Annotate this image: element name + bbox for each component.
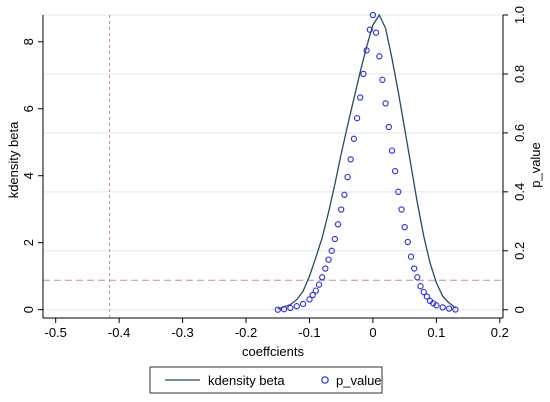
scatter-point — [306, 296, 313, 303]
y-left-tick-label: 6 — [21, 105, 36, 112]
scatter-point — [363, 47, 370, 54]
tick-labels: -0.5 -0.4 -0.3 -0.2 -0.1 0 0.1 0.2 0 2 4 6 8 0 0.2 0.4 0… — [21, 6, 527, 340]
scatter-point — [379, 76, 386, 83]
scatter-point — [341, 191, 348, 198]
scatter-point — [315, 281, 323, 288]
legend-marker-swatch — [321, 376, 329, 384]
x-tick-label: -0.2 — [235, 325, 257, 340]
scatter-point — [414, 274, 421, 281]
scatter-point — [376, 53, 383, 60]
scatter-point — [338, 206, 345, 213]
scatter-point — [372, 29, 380, 36]
scatter-point — [423, 293, 431, 300]
scatter-point — [404, 238, 411, 246]
scatter-point — [334, 221, 342, 228]
legend: kdensity beta p_value — [149, 366, 383, 394]
scatter-point — [398, 206, 405, 213]
y-left-tick-label: 2 — [21, 239, 36, 246]
y-right-tick-label: 0.4 — [512, 183, 527, 201]
x-axis-title: coeffcients — [242, 344, 304, 359]
scatter-point — [439, 304, 446, 311]
scatter-point — [312, 287, 319, 294]
scatter-point — [382, 100, 389, 107]
scatter-point — [395, 188, 402, 195]
scatter-point — [347, 156, 354, 163]
scatter-point — [366, 26, 373, 33]
y-left-tick-label: 0 — [21, 306, 36, 313]
scatter-point — [452, 306, 459, 313]
scatter-point — [445, 305, 453, 312]
y-right-tick-label: 0.8 — [512, 65, 527, 83]
scatter-point — [357, 94, 364, 101]
grid-lines — [43, 14, 503, 311]
y-left-tick-label: 4 — [21, 172, 36, 179]
legend-label-kdensity: kdensity beta — [208, 373, 285, 388]
y-axis-left-title: kdensity beta — [6, 121, 21, 198]
scatter-point — [293, 303, 300, 310]
scatter-point — [274, 306, 281, 313]
scatter-point — [280, 306, 288, 313]
axes — [42, 15, 504, 319]
x-tick-label: -0.3 — [171, 325, 193, 340]
x-tick-label: 0.1 — [427, 325, 445, 340]
y-right-tick-label: 0.2 — [512, 242, 527, 260]
scatter-point — [319, 274, 326, 281]
y-axis-right-title: p_value — [528, 142, 543, 188]
scatter-point — [322, 265, 329, 272]
scatter-point — [411, 265, 418, 272]
scatter-point — [385, 123, 392, 131]
y-right-tick-label: 0 — [512, 306, 527, 313]
scatter-point — [369, 11, 377, 19]
legend-label-pvalue: p_value — [336, 373, 382, 388]
scatter-point — [299, 300, 307, 308]
scatter-point — [433, 302, 440, 309]
scatter-point — [309, 291, 316, 299]
scatter-point — [353, 115, 361, 122]
x-tick-label: -0.5 — [44, 325, 66, 340]
scatter-point — [331, 235, 339, 243]
scatter-point — [360, 70, 367, 78]
scatter-point — [325, 256, 332, 263]
x-tick-label: -0.4 — [108, 325, 130, 340]
scatter-point — [407, 253, 415, 260]
x-tick-label: -0.1 — [298, 325, 320, 340]
scatter-point — [420, 288, 427, 296]
y-right-tick-label: 0.6 — [512, 124, 527, 142]
y-right-tick-label: 1.0 — [512, 6, 527, 24]
scatter-point — [391, 168, 399, 175]
scatter-point — [388, 147, 396, 154]
scatter-point — [328, 247, 335, 254]
x-tick-label: 0.2 — [491, 325, 509, 340]
scatter-point — [287, 304, 294, 312]
scatter-point — [350, 135, 358, 142]
x-tick-label: 0 — [369, 325, 376, 340]
scatter-point — [417, 283, 424, 290]
scatter-point — [344, 173, 351, 181]
plot-series — [274, 11, 459, 313]
reference-lines — [43, 15, 503, 318]
series-line-kdensity-beta — [277, 13, 456, 310]
scatter-point — [401, 224, 408, 231]
y-left-tick-label: 8 — [21, 38, 36, 45]
